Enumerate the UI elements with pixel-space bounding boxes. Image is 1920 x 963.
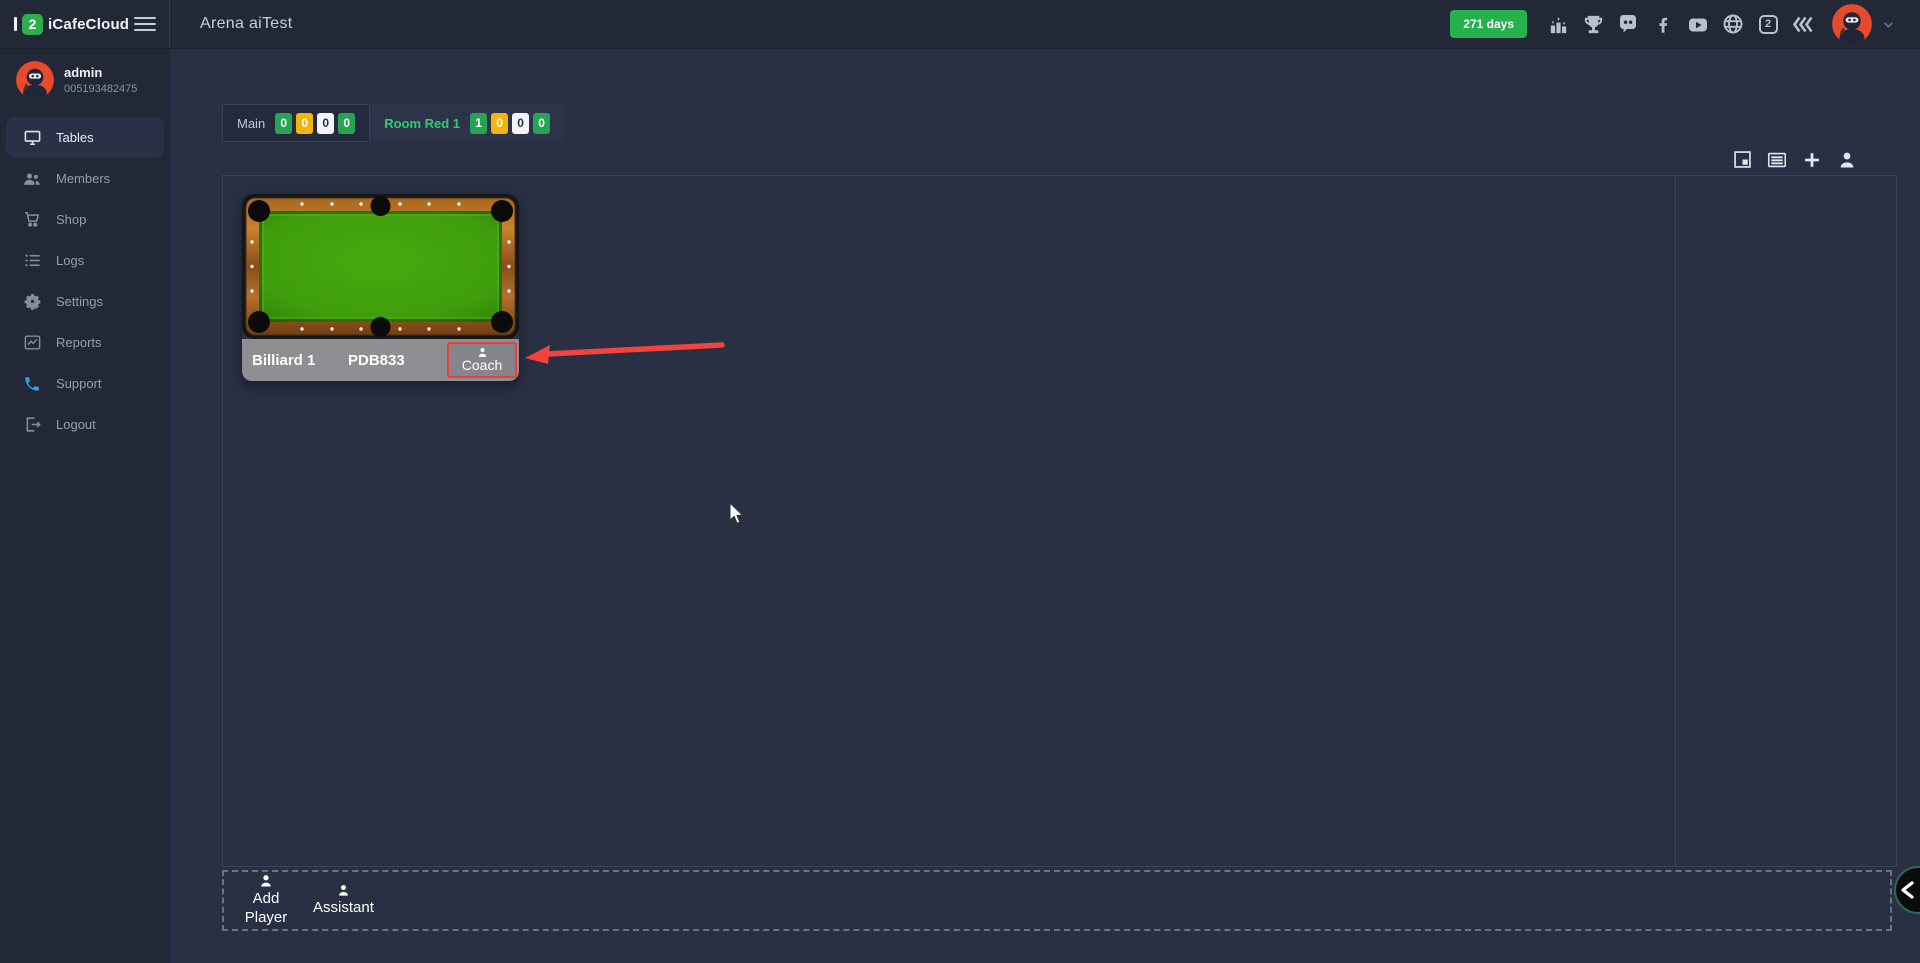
sidebar-item-reports[interactable]: Reports (0, 322, 170, 363)
list-icon (22, 251, 42, 270)
facebook-icon[interactable] (1651, 12, 1675, 36)
tab-status-badges: 1 0 0 0 (470, 112, 551, 134)
assistant-label: Assistant (313, 898, 374, 916)
list-view-icon[interactable] (1765, 148, 1789, 171)
sidebar-item-settings[interactable]: Settings (0, 281, 170, 322)
logo-i-bar (14, 17, 17, 31)
globe-icon[interactable] (1721, 12, 1745, 36)
person-icon (477, 347, 488, 358)
sidebar-item-label: Logs (56, 253, 85, 268)
tab-badge: 0 (491, 112, 509, 134)
tab-status-badges: 0 0 0 0 (275, 112, 356, 134)
sidebar-user: admin 005193482475 (0, 48, 170, 115)
sidebar-item-label: Settings (56, 294, 103, 309)
tab-badge: 0 (512, 112, 530, 134)
sidebar-item-logs[interactable]: Logs (0, 240, 170, 281)
add-player-label: Add Player (244, 889, 288, 926)
tab-label: Main (237, 115, 266, 131)
sidebar-item-tables[interactable]: Tables (6, 117, 164, 158)
sidebar-item-label: Members (56, 171, 111, 186)
chevron-down-icon[interactable] (1881, 17, 1896, 32)
license-days-badge[interactable]: 271 days (1450, 10, 1527, 38)
coach-button-label: Coach (461, 357, 503, 374)
tab-badge: 0 (296, 112, 314, 134)
icafecloud-logo-icon: 2 (22, 13, 43, 35)
table-card-footer: Billiard 1 PDB833 Coach (242, 339, 519, 381)
menu-toggle-icon[interactable] (134, 17, 156, 31)
brand-logo[interactable]: 2 iCafeCloud (14, 13, 130, 35)
layout-edit-icon[interactable] (1730, 148, 1754, 171)
sidebar-item-label: Reports (56, 335, 102, 350)
sidebar-item-support[interactable]: Support (0, 363, 170, 404)
tab-badge: 0 (275, 112, 293, 134)
brand-area: 2 iCafeCloud (0, 0, 170, 48)
chevron-left-icon (1901, 881, 1914, 899)
page-title: Arena aiTest (200, 15, 293, 32)
sidebar: admin 005193482475 Tables (0, 48, 170, 963)
main-content: Main 0 0 0 0 Room Red 1 1 0 0 0 (170, 48, 1920, 963)
user-avatar[interactable] (1832, 4, 1872, 44)
tab-badge: 0 (533, 112, 551, 134)
sidebar-user-avatar (16, 61, 54, 99)
sidebar-item-logout[interactable]: Logout (0, 404, 170, 445)
sidebar-nav: Tables Members (0, 117, 170, 445)
sidebar-item-shop[interactable]: Shop (0, 199, 170, 240)
topbar: 2 iCafeCloud Arena aiTest 271 days (0, 0, 1920, 48)
chart-icon (22, 333, 42, 352)
billiard-table-image (242, 194, 519, 339)
topbar-right: 271 days (1450, 4, 1920, 44)
cart-icon (22, 210, 42, 229)
tab-room-red-1[interactable]: Room Red 1 1 0 0 0 (370, 104, 565, 142)
tab-main[interactable]: Main 0 0 0 0 (222, 104, 371, 142)
sidebar-item-members[interactable]: Members (0, 158, 170, 199)
brand-name: iCafeCloud (48, 15, 130, 33)
add-table-icon[interactable] (1800, 148, 1824, 171)
add-player-button[interactable]: Add Player (239, 874, 293, 928)
table-name: Billiard 1 (252, 351, 316, 369)
sidebar-item-label: Support (56, 376, 102, 391)
sidebar-item-label: Logout (56, 417, 96, 432)
ranking-icon[interactable] (1546, 12, 1570, 36)
tables-grid-panel: Billiard 1 PDB833 Coach (222, 175, 1897, 867)
bottom-action-bar: Add Player Assistant (222, 870, 1892, 931)
sidebar-item-label: Shop (56, 212, 87, 227)
tab-badge: 0 (338, 112, 356, 134)
tab-label: Room Red 1 (384, 115, 461, 131)
people-icon (22, 169, 42, 189)
table-code: PDB833 (348, 351, 405, 369)
tab-badge: 0 (317, 112, 335, 134)
person-icon (337, 884, 350, 897)
partners-icon[interactable] (1791, 12, 1815, 36)
user-id: 005193482475 (64, 83, 138, 95)
guest-account-icon[interactable] (1835, 148, 1859, 171)
billiard-table-card[interactable]: Billiard 1 PDB833 Coach (242, 194, 519, 381)
youtube-icon[interactable] (1686, 12, 1710, 36)
assistant-button[interactable]: Assistant (313, 884, 374, 918)
grid-toolbar (1730, 148, 1859, 171)
sidebar-user-info: admin 005193482475 (64, 65, 137, 95)
tab-badge: 1 (470, 112, 488, 134)
coach-button[interactable]: Coach (447, 342, 517, 378)
phone-icon (22, 375, 42, 393)
side-panel-toggle-button[interactable] (1894, 866, 1920, 914)
trophy-icon[interactable] (1581, 12, 1605, 36)
panel-divider (1675, 176, 1676, 866)
room-tabbar: Main 0 0 0 0 Room Red 1 1 0 0 0 (222, 104, 565, 142)
gear-icon (22, 292, 42, 311)
monitor-icon (22, 128, 42, 147)
icafecloud-site-icon[interactable]: 2 (1756, 12, 1780, 36)
sidebar-item-label: Tables (56, 130, 94, 145)
logout-icon (22, 415, 42, 434)
person-icon (259, 874, 273, 888)
discord-icon[interactable] (1616, 12, 1640, 36)
user-name: admin (64, 65, 103, 80)
